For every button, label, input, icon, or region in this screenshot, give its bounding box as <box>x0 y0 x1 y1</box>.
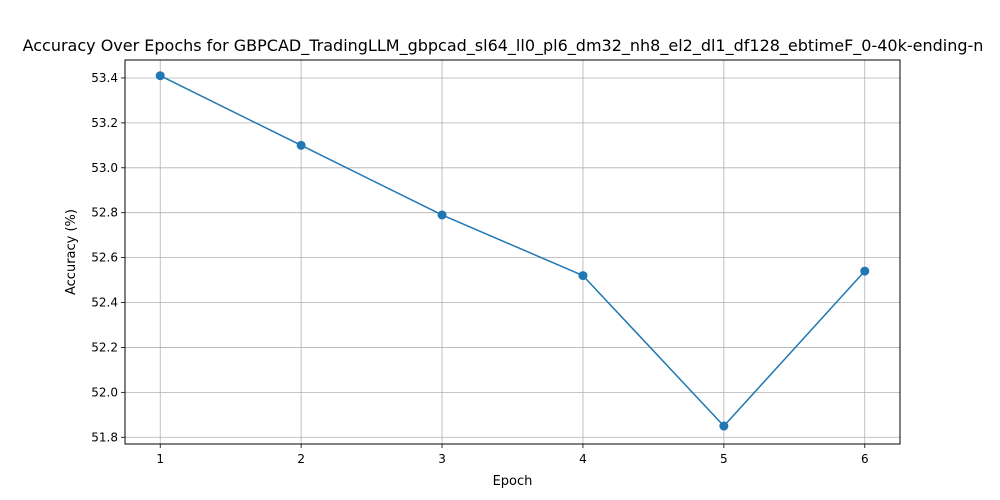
data-point <box>437 210 447 220</box>
y-tick-label: 52.2 <box>91 340 118 354</box>
y-tick-label: 52.8 <box>91 206 118 220</box>
x-tick-label: 2 <box>297 452 305 466</box>
chart-title: Accuracy Over Epochs for GBPCAD_TradingL… <box>23 36 984 56</box>
x-tick-label: 3 <box>438 452 446 466</box>
y-tick-label: 53.4 <box>91 71 118 85</box>
y-tick-label: 52.4 <box>91 296 118 310</box>
data-point <box>296 140 306 150</box>
y-axis-ticks: 51.8 52.0 52.2 52.4 52.6 52.8 53.0 53.2 53.4 <box>91 71 125 444</box>
plot-area-frame <box>124 59 901 445</box>
y-axis-label: Accuracy (%) <box>64 209 79 295</box>
x-tick-label: 4 <box>579 452 587 466</box>
data-point <box>155 71 165 81</box>
data-point <box>860 266 870 276</box>
y-tick-label: 53.0 <box>91 161 118 175</box>
series-line <box>159 75 866 427</box>
y-tick-label: 52.0 <box>91 385 118 399</box>
x-axis-ticks: 1 2 3 4 5 6 <box>156 444 869 466</box>
x-tick-label: 5 <box>720 452 728 466</box>
x-axis-label: Epoch <box>493 474 533 489</box>
series-layer <box>155 71 870 431</box>
y-tick-label: 51.8 <box>91 430 118 444</box>
x-tick-label: 6 <box>861 452 869 466</box>
data-point <box>719 421 729 431</box>
y-tick-label: 52.6 <box>91 251 118 265</box>
y-tick-label: 53.2 <box>91 116 118 130</box>
data-point <box>578 271 588 281</box>
x-tick-label: 1 <box>156 452 164 466</box>
grid-lines <box>125 60 900 444</box>
